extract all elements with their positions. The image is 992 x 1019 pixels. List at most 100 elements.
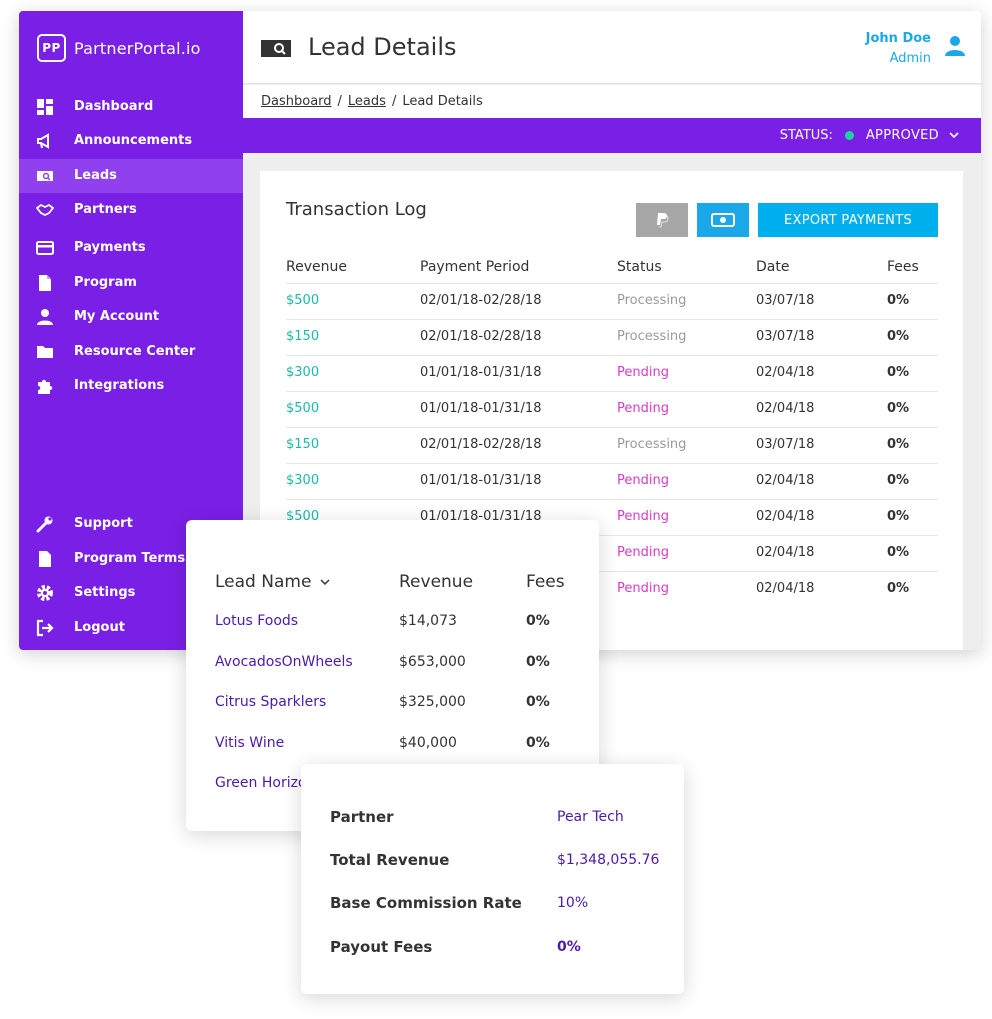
partner-summary-card: Partner Pear Tech Total Revenue $1,348,0…	[301, 764, 684, 994]
sidebar-item-integrations[interactable]: Integrations	[19, 369, 243, 403]
breadcrumb-bar: Dashboard / Leads / Lead Details	[243, 85, 981, 118]
fees-cell: 0%	[887, 365, 910, 380]
lead-revenue: $325,000	[399, 694, 466, 710]
fees-cell: 0%	[887, 545, 910, 560]
sidebar-item-label: Support	[74, 516, 133, 531]
table-row[interactable]: $300 01/01/18-01/31/18 Pending 02/04/18 0%	[286, 463, 938, 499]
status-dropdown[interactable]: STATUS: APPROVED	[780, 128, 959, 143]
column-header-lead-name[interactable]: Lead Name	[215, 572, 330, 592]
summary-label: Payout Fees	[330, 938, 433, 956]
chevron-down-icon	[949, 132, 959, 139]
cash-payment-button[interactable]	[697, 203, 749, 237]
sidebar-item-my-account[interactable]: My Account	[19, 300, 243, 334]
paypal-icon	[657, 213, 669, 228]
paypal-button[interactable]	[636, 203, 688, 237]
status-value: APPROVED	[865, 128, 939, 143]
date-cell: 02/04/18	[756, 401, 815, 416]
summary-value: 0%	[557, 939, 581, 955]
sidebar-item-support[interactable]: Support	[19, 507, 243, 541]
sidebar-item-label: Program	[74, 275, 137, 290]
sidebar-item-settings[interactable]: Settings	[19, 576, 243, 610]
revenue-cell: $150	[286, 329, 320, 344]
table-row[interactable]: $300 01/01/18-01/31/18 Pending 02/04/18 0%	[286, 355, 938, 391]
sidebar-item-program[interactable]: Program	[19, 266, 243, 300]
status-cell: Processing	[617, 329, 687, 344]
lead-fees: 0%	[526, 694, 550, 710]
status-cell: Pending	[617, 509, 669, 524]
user-avatar-icon[interactable]	[944, 35, 966, 57]
column-header-status: Status	[617, 259, 662, 275]
date-cell: 03/07/18	[756, 293, 815, 308]
lead-name-link[interactable]: Citrus Sparklers	[215, 694, 327, 710]
status-dot-icon	[844, 131, 854, 140]
breadcrumb-separator: /	[391, 94, 397, 109]
list-item: Vitis Wine $40,000 0%	[186, 735, 599, 775]
date-cell: 02/04/18	[756, 545, 815, 560]
status-cell: Pending	[617, 581, 669, 596]
summary-row-total-revenue: Total Revenue $1,348,055.76	[301, 851, 684, 881]
summary-value: Pear Tech	[557, 809, 624, 825]
summary-label: Total Revenue	[330, 851, 450, 869]
user-name[interactable]: John Doe	[865, 31, 931, 46]
logout-icon	[36, 619, 54, 637]
sidebar-item-partners[interactable]: Partners	[19, 193, 243, 227]
sidebar-item-announcements[interactable]: Announcements	[19, 124, 243, 158]
column-header-date: Date	[756, 259, 790, 275]
header: Lead Details John Doe Admin	[243, 11, 981, 84]
lead-name-link[interactable]: Vitis Wine	[215, 734, 285, 751]
lead-name-link[interactable]: AvocadosOnWheels	[215, 653, 353, 670]
table-row[interactable]: $500 02/01/18-02/28/18 Processing 03/07/18 0…	[286, 283, 938, 319]
sidebar-item-label: Announcements	[74, 133, 193, 148]
sidebar-item-label: Payments	[74, 240, 146, 255]
summary-row-commission-rate: Base Commission Rate 10%	[301, 894, 684, 924]
date-cell: 03/07/18	[756, 437, 815, 452]
wrench-icon	[36, 516, 53, 533]
lead-revenue: $40,000	[399, 734, 457, 751]
summary-row-payout-fees: Payout Fees 0%	[301, 938, 684, 968]
date-cell: 02/04/18	[756, 473, 815, 488]
column-header-fees: Fees	[526, 572, 565, 592]
folder-icon	[37, 346, 53, 358]
fees-cell: 0%	[887, 473, 910, 488]
file-icon	[39, 551, 51, 567]
table-header: Revenue Payment Period Status Date Fees	[286, 253, 938, 283]
summary-value: 10%	[557, 895, 589, 911]
sidebar-item-resource-center[interactable]: Resource Center	[19, 335, 243, 369]
revenue-cell: $150	[286, 437, 320, 452]
chevron-down-icon	[320, 578, 330, 585]
sidebar-item-leads[interactable]: Leads	[19, 159, 243, 193]
sidebar-item-logout[interactable]: Logout	[19, 611, 243, 645]
table-row[interactable]: Pending 02/04/18 0%	[286, 571, 938, 607]
revenue-cell: $300	[286, 365, 320, 380]
status-cell: Pending	[617, 545, 669, 560]
lead-revenue: $653,000	[399, 653, 466, 670]
fees-cell: 0%	[887, 401, 910, 416]
payment-period-cell: 02/01/18-02/28/18	[420, 437, 542, 452]
summary-value: $1,348,055.76	[557, 852, 660, 868]
brand[interactable]: PP PartnerPortal.io	[37, 34, 201, 62]
lead-fees: 0%	[526, 653, 550, 670]
column-header-payment-period: Payment Period	[420, 259, 530, 275]
status-cell: Pending	[617, 473, 669, 488]
sidebar-item-payments[interactable]: Payments	[19, 231, 243, 265]
table-row[interactable]: Pending 02/04/18 0%	[286, 535, 938, 571]
sidebar-item-program-terms[interactable]: Program Terms	[19, 542, 243, 576]
lead-name-link[interactable]: Lotus Foods	[215, 613, 299, 629]
breadcrumb-link-leads[interactable]: Leads	[347, 94, 386, 109]
export-payments-button[interactable]: EXPORT PAYMENTS	[758, 203, 938, 237]
fees-cell: 0%	[887, 293, 910, 308]
status-cell: Processing	[617, 437, 687, 452]
date-cell: 02/04/18	[756, 581, 815, 596]
list-item: Green Horizo	[186, 775, 599, 815]
table-row[interactable]: $500 01/01/18-01/31/18 Pending 02/04/18 0%	[286, 391, 938, 427]
summary-row-partner: Partner Pear Tech	[301, 808, 684, 838]
breadcrumb-link-dashboard[interactable]: Dashboard	[261, 94, 332, 109]
lead-revenue: $14,073	[399, 613, 457, 629]
lead-name-link[interactable]: Green Horizo	[215, 775, 307, 791]
revenue-cell: $500	[286, 401, 320, 416]
table-row[interactable]: $150 02/01/18-02/28/18 Processing 03/07/18 0…	[286, 319, 938, 355]
leads-icon	[37, 171, 53, 181]
fees-cell: 0%	[887, 329, 910, 344]
table-row[interactable]: $150 02/01/18-02/28/18 Processing 03/07/18 0…	[286, 427, 938, 463]
sidebar-item-dashboard[interactable]: Dashboard	[19, 90, 243, 124]
